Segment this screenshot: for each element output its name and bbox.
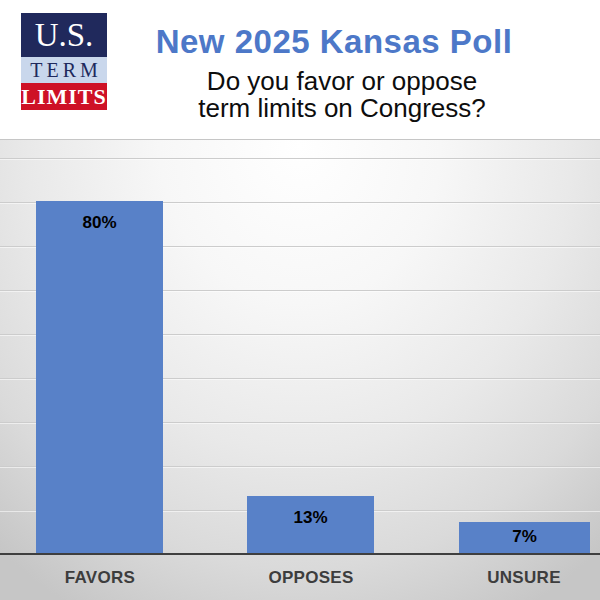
bar-opposes-value-label: 13% [247, 508, 374, 528]
bar-opposes: 13% [247, 496, 374, 553]
logo-limits-text: LIMITS [21, 83, 107, 110]
axis-label-opposes: OPPOSES [231, 569, 391, 586]
poll-question: Do you favor or oppose term limits on Co… [96, 68, 588, 122]
gridline-90pct [0, 158, 600, 159]
bar-unsure: 7% [459, 522, 590, 553]
poll-question-line-2: term limits on Congress? [96, 95, 588, 122]
header-titles: New 2025 Kansas Poll Do you favor or opp… [108, 0, 600, 122]
bar-favors: 80% [36, 201, 163, 553]
bar-favors-value-label: 80% [36, 213, 163, 233]
header: U.S. TERM LIMITS New 2025 Kansas Poll Do… [0, 0, 600, 139]
bar-chart: 80% 13% 7% FAVORS OPPOSES UNSURE [0, 139, 600, 600]
bar-unsure-value-label: 7% [459, 527, 590, 547]
poll-question-line-1: Do you favor or oppose [96, 68, 588, 95]
axis-label-unsure: UNSURE [444, 569, 600, 586]
x-axis-line [0, 553, 600, 555]
page-title: New 2025 Kansas Poll [88, 23, 580, 61]
poll-graphic: U.S. TERM LIMITS New 2025 Kansas Poll Do… [0, 0, 600, 600]
axis-label-favors: FAVORS [20, 569, 180, 586]
